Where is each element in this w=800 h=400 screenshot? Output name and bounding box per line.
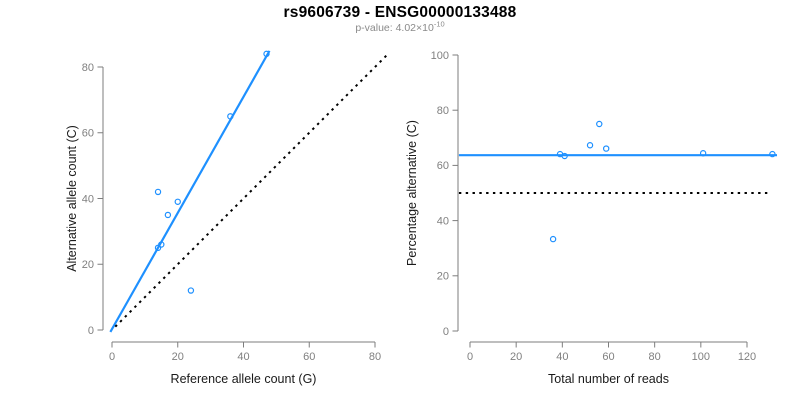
x-tick-label: 0 bbox=[467, 351, 473, 363]
y-tick-label: 40 bbox=[437, 215, 449, 227]
x-axis-title: Reference allele count (G) bbox=[171, 372, 317, 386]
x-axis-title: Total number of reads bbox=[548, 372, 669, 386]
y-tick-label: 60 bbox=[437, 160, 449, 172]
y-tick-label: 80 bbox=[82, 62, 94, 74]
x-tick-label: 60 bbox=[602, 351, 614, 363]
x-tick-label: 40 bbox=[237, 351, 249, 363]
fit-line bbox=[109, 50, 271, 333]
data-point bbox=[164, 211, 172, 219]
data-point bbox=[561, 152, 568, 160]
allele-count-scatter: 0 20 40 60 80 0 20 40 60 80 Reference allele count… bbox=[65, 50, 388, 386]
x-tick-label: 20 bbox=[510, 351, 522, 363]
data-point bbox=[227, 113, 234, 120]
data-point bbox=[158, 241, 165, 248]
y-tick-label: 20 bbox=[82, 259, 94, 271]
y-tick-label: 80 bbox=[437, 105, 449, 117]
data-point bbox=[699, 150, 707, 157]
figure-subtitle: p-value: 4.02×10-10 bbox=[0, 19, 800, 34]
p-value-text: p-value: 4.02×10 bbox=[355, 22, 434, 34]
y-tick-label: 0 bbox=[443, 326, 449, 338]
y-tick-label: 40 bbox=[82, 193, 94, 205]
identity-line bbox=[114, 54, 388, 328]
y-tick-label: 100 bbox=[431, 50, 449, 62]
data-point bbox=[174, 198, 181, 205]
y-tick-label: 0 bbox=[88, 325, 94, 337]
x-tick-label: 0 bbox=[109, 351, 115, 363]
x-tick-label: 40 bbox=[556, 351, 568, 363]
y-axis-title: Alternative allele count (C) bbox=[65, 125, 79, 272]
data-point bbox=[769, 150, 776, 158]
x-tick-label: 60 bbox=[303, 351, 315, 363]
x-tick-label: 100 bbox=[692, 351, 710, 363]
y-tick-label: 60 bbox=[82, 128, 94, 140]
percentage-scatter: 0 20 40 60 80 100 120 0 20 40 60 80 100 Total number … bbox=[405, 50, 778, 386]
data-point bbox=[549, 235, 557, 243]
data-point bbox=[154, 244, 162, 252]
data-point bbox=[263, 50, 270, 58]
x-tick-label: 20 bbox=[172, 351, 184, 363]
x-tick-label: 120 bbox=[738, 351, 756, 363]
data-point bbox=[187, 287, 195, 294]
data-point bbox=[586, 142, 594, 149]
x-tick-label: 80 bbox=[649, 351, 661, 363]
data-point bbox=[154, 188, 162, 196]
figure-title: rs9606739 - ENSG00000133488 bbox=[283, 4, 517, 21]
y-axis-title: Percentage alternative (C) bbox=[405, 120, 419, 266]
x-tick-label: 80 bbox=[369, 351, 381, 363]
data-point bbox=[596, 120, 603, 128]
data-point bbox=[602, 145, 610, 152]
p-value-exponent: -10 bbox=[433, 19, 445, 29]
y-tick-label: 20 bbox=[437, 271, 449, 283]
